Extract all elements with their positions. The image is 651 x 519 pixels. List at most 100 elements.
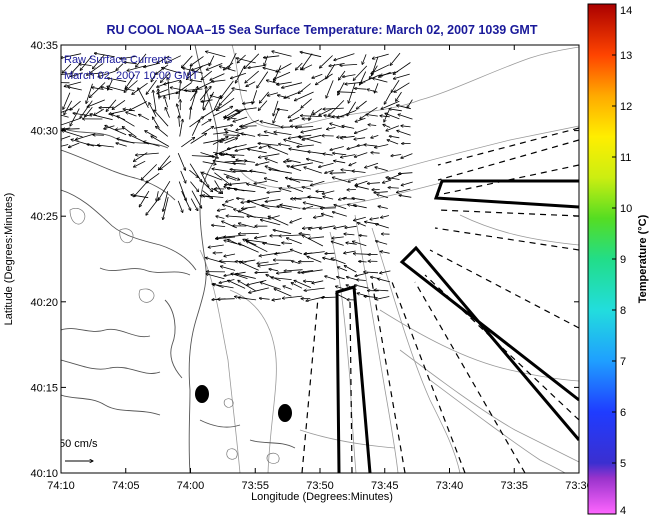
current-vector	[211, 187, 221, 193]
current-vector	[386, 177, 400, 180]
current-vector	[354, 152, 368, 158]
current-vector	[107, 78, 127, 83]
current-vector	[192, 81, 212, 92]
current-vector	[235, 65, 245, 84]
current-vector	[238, 223, 256, 229]
current-vector	[98, 70, 116, 77]
current-vector	[354, 285, 369, 289]
current-vector	[319, 55, 333, 69]
current-vector	[143, 63, 159, 68]
current-vector	[191, 120, 199, 136]
current-vector	[62, 63, 72, 73]
current-vector	[191, 62, 212, 70]
current-vector	[367, 89, 378, 93]
current-vector	[80, 55, 93, 71]
current-vector	[146, 172, 160, 183]
current-vector	[189, 163, 202, 182]
current-vector	[258, 100, 268, 111]
current-vector	[163, 197, 169, 220]
current-vector	[259, 298, 270, 299]
current-vector	[304, 287, 325, 291]
current-vector	[236, 58, 256, 64]
current-vector	[220, 266, 236, 271]
radar-site-marker	[278, 404, 292, 422]
current-vector	[201, 70, 213, 80]
current-vector	[365, 162, 379, 168]
current-vector	[384, 92, 391, 105]
colorbar-tick-label: 7	[620, 356, 626, 368]
current-vector	[393, 62, 411, 75]
current-vector	[141, 164, 157, 180]
current-vector	[322, 190, 335, 194]
current-vector	[190, 181, 198, 192]
current-vector	[67, 87, 82, 91]
current-vector	[393, 73, 410, 79]
current-vector	[352, 241, 367, 247]
current-vector	[122, 127, 137, 138]
colorbar-tick-label: 13	[620, 50, 632, 62]
current-vector	[265, 158, 278, 164]
current-vector	[205, 51, 226, 58]
current-vector	[236, 127, 248, 131]
current-vector	[70, 100, 81, 110]
current-vector	[310, 180, 325, 185]
current-vector	[299, 233, 311, 236]
y-axis: 40:10 40:15 40:20 40:25 40:30 40:35	[30, 40, 579, 480]
current-vector	[273, 71, 291, 79]
current-vector	[190, 86, 198, 110]
current-vector	[291, 283, 303, 289]
current-vector	[323, 154, 333, 156]
x-tick-label: 74:10	[47, 480, 75, 492]
current-vector	[124, 62, 137, 64]
current-vector	[97, 145, 114, 148]
current-vector	[213, 106, 233, 117]
current-vector	[304, 167, 322, 174]
current-vector	[125, 74, 136, 89]
current-vector	[367, 183, 380, 184]
current-vector	[258, 153, 280, 158]
current-vector	[264, 178, 278, 183]
current-vector	[337, 267, 348, 272]
current-vector	[155, 126, 169, 137]
current-vector	[286, 238, 302, 245]
current-vector	[368, 125, 377, 126]
current-vector	[220, 136, 235, 142]
current-vector	[157, 89, 168, 94]
current-vector	[377, 194, 389, 199]
current-vector	[308, 152, 324, 155]
current-vector	[359, 235, 368, 236]
current-vector	[326, 80, 334, 98]
current-vector	[138, 114, 149, 121]
current-vector	[312, 73, 323, 78]
current-vector	[323, 108, 344, 109]
current-vector	[62, 130, 83, 138]
current-vector	[151, 136, 170, 147]
current-vector	[186, 65, 204, 80]
current-vector	[298, 270, 314, 272]
current-vector	[274, 132, 292, 135]
x-tick-label: 73:55	[241, 480, 269, 492]
current-vector	[206, 63, 223, 70]
current-vector	[287, 166, 302, 172]
current-vector	[216, 97, 235, 111]
current-vector	[164, 96, 168, 108]
colorbar-tick-label: 10	[620, 203, 632, 215]
current-vector	[226, 216, 245, 217]
current-vector	[106, 99, 117, 112]
current-vector	[303, 281, 313, 282]
current-vector	[107, 86, 126, 92]
current-vector	[190, 198, 198, 211]
current-vector	[357, 223, 366, 227]
current-vector	[346, 277, 357, 280]
current-vector	[325, 169, 334, 173]
current-vector	[302, 269, 323, 273]
current-vector	[306, 159, 324, 164]
current-vector	[225, 109, 237, 118]
current-vector	[348, 178, 357, 182]
current-vector	[222, 205, 234, 208]
current-vector	[146, 197, 160, 216]
current-vector	[325, 253, 335, 254]
y-tick-label: 40:25	[30, 211, 58, 223]
current-vector	[68, 142, 80, 148]
